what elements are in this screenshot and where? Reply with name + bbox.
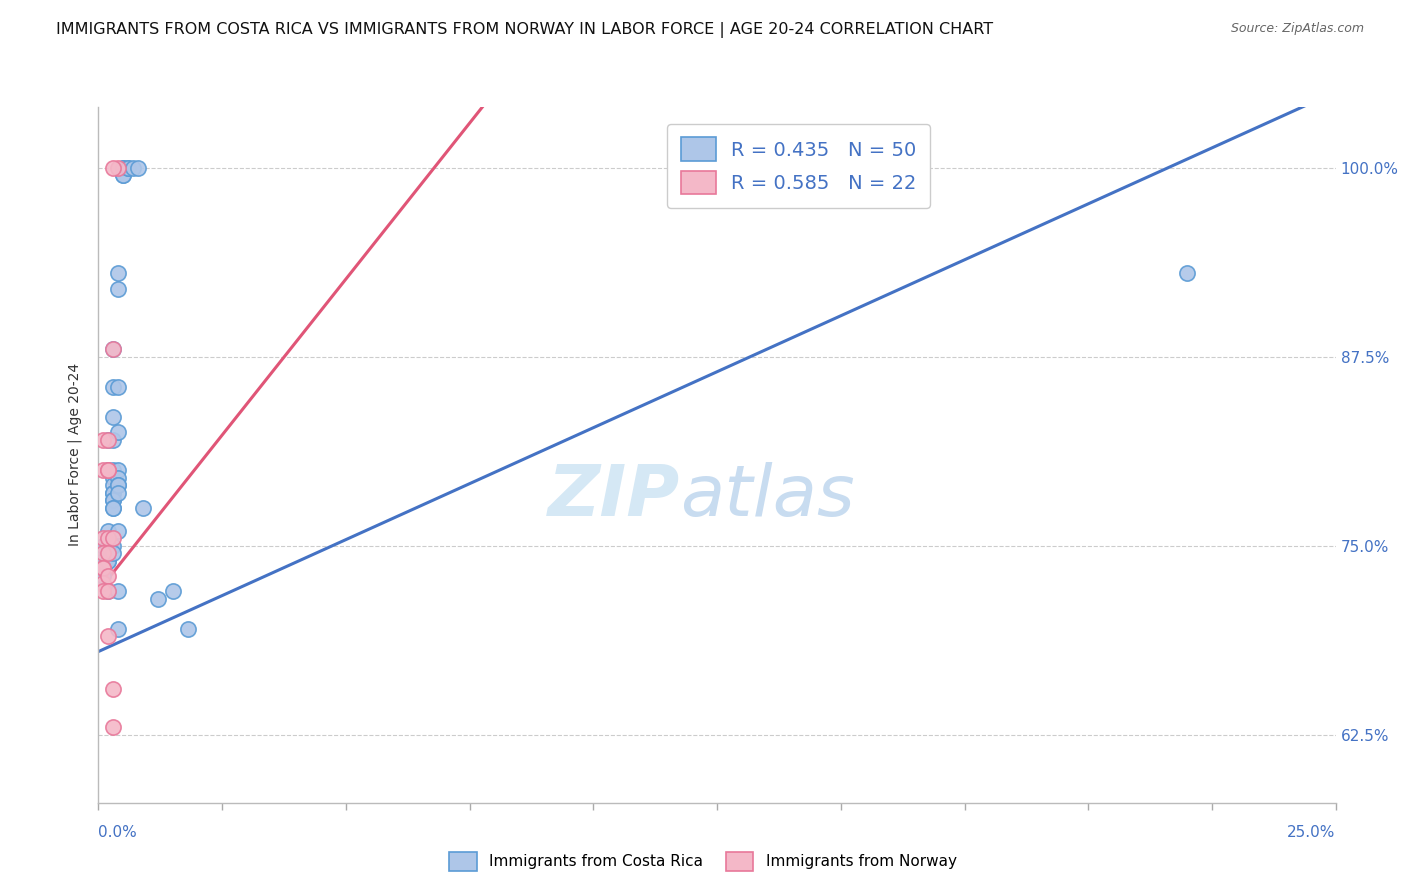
- Point: [97, 463, 120, 477]
- Point: [103, 720, 125, 734]
- Point: [146, 591, 169, 606]
- Point: [132, 500, 155, 515]
- Point: [107, 485, 129, 500]
- Point: [103, 161, 125, 175]
- Point: [107, 524, 129, 538]
- Point: [97, 584, 120, 599]
- Point: [97, 569, 120, 583]
- Text: 0.0%: 0.0%: [98, 825, 138, 840]
- Point: [97, 433, 120, 447]
- Point: [176, 622, 198, 636]
- Point: [97, 546, 120, 560]
- Point: [93, 561, 115, 575]
- Point: [97, 524, 120, 538]
- Point: [103, 493, 125, 508]
- Point: [112, 168, 135, 182]
- Point: [103, 478, 125, 492]
- Point: [117, 161, 139, 175]
- Point: [117, 161, 139, 175]
- Point: [97, 463, 120, 477]
- Point: [107, 470, 129, 484]
- Point: [93, 569, 115, 583]
- Point: [93, 433, 115, 447]
- Text: ZIP: ZIP: [548, 462, 681, 531]
- Point: [103, 539, 125, 553]
- Point: [93, 463, 115, 477]
- Text: 25.0%: 25.0%: [1288, 825, 1336, 840]
- Point: [97, 463, 120, 477]
- Point: [93, 546, 115, 560]
- Point: [103, 463, 125, 477]
- Text: IMMIGRANTS FROM COSTA RICA VS IMMIGRANTS FROM NORWAY IN LABOR FORCE | AGE 20-24 : IMMIGRANTS FROM COSTA RICA VS IMMIGRANTS…: [56, 22, 994, 38]
- Point: [107, 267, 129, 281]
- Point: [107, 161, 129, 175]
- Point: [1175, 267, 1198, 281]
- Point: [107, 584, 129, 599]
- Point: [97, 554, 120, 568]
- Point: [112, 161, 135, 175]
- Point: [103, 546, 125, 560]
- Text: Source: ZipAtlas.com: Source: ZipAtlas.com: [1230, 22, 1364, 36]
- Point: [103, 531, 125, 545]
- Legend: R = 0.435   N = 50, R = 0.585   N = 22: R = 0.435 N = 50, R = 0.585 N = 22: [666, 124, 929, 208]
- Point: [93, 584, 115, 599]
- Point: [107, 463, 129, 477]
- Point: [97, 539, 120, 553]
- Point: [162, 584, 184, 599]
- Point: [93, 539, 115, 553]
- Point: [107, 281, 129, 295]
- Point: [107, 425, 129, 440]
- Point: [103, 500, 125, 515]
- Point: [127, 161, 149, 175]
- Point: [97, 584, 120, 599]
- Point: [107, 478, 129, 492]
- Point: [107, 478, 129, 492]
- Point: [112, 161, 135, 175]
- Point: [103, 410, 125, 425]
- Point: [103, 493, 125, 508]
- Point: [97, 554, 120, 568]
- Point: [97, 629, 120, 643]
- Point: [93, 554, 115, 568]
- Point: [122, 161, 145, 175]
- Point: [103, 342, 125, 356]
- Point: [103, 433, 125, 447]
- Legend: Immigrants from Costa Rica, Immigrants from Norway: Immigrants from Costa Rica, Immigrants f…: [440, 843, 966, 880]
- Point: [103, 485, 125, 500]
- Point: [97, 433, 120, 447]
- Point: [107, 622, 129, 636]
- Point: [103, 485, 125, 500]
- Point: [97, 531, 120, 545]
- Point: [107, 380, 129, 394]
- Point: [103, 470, 125, 484]
- Point: [93, 531, 115, 545]
- Point: [93, 576, 115, 591]
- Point: [103, 500, 125, 515]
- Point: [103, 342, 125, 356]
- Point: [103, 380, 125, 394]
- Y-axis label: In Labor Force | Age 20-24: In Labor Force | Age 20-24: [67, 363, 83, 547]
- Point: [93, 561, 115, 575]
- Text: atlas: atlas: [681, 462, 855, 531]
- Point: [112, 168, 135, 182]
- Point: [103, 682, 125, 697]
